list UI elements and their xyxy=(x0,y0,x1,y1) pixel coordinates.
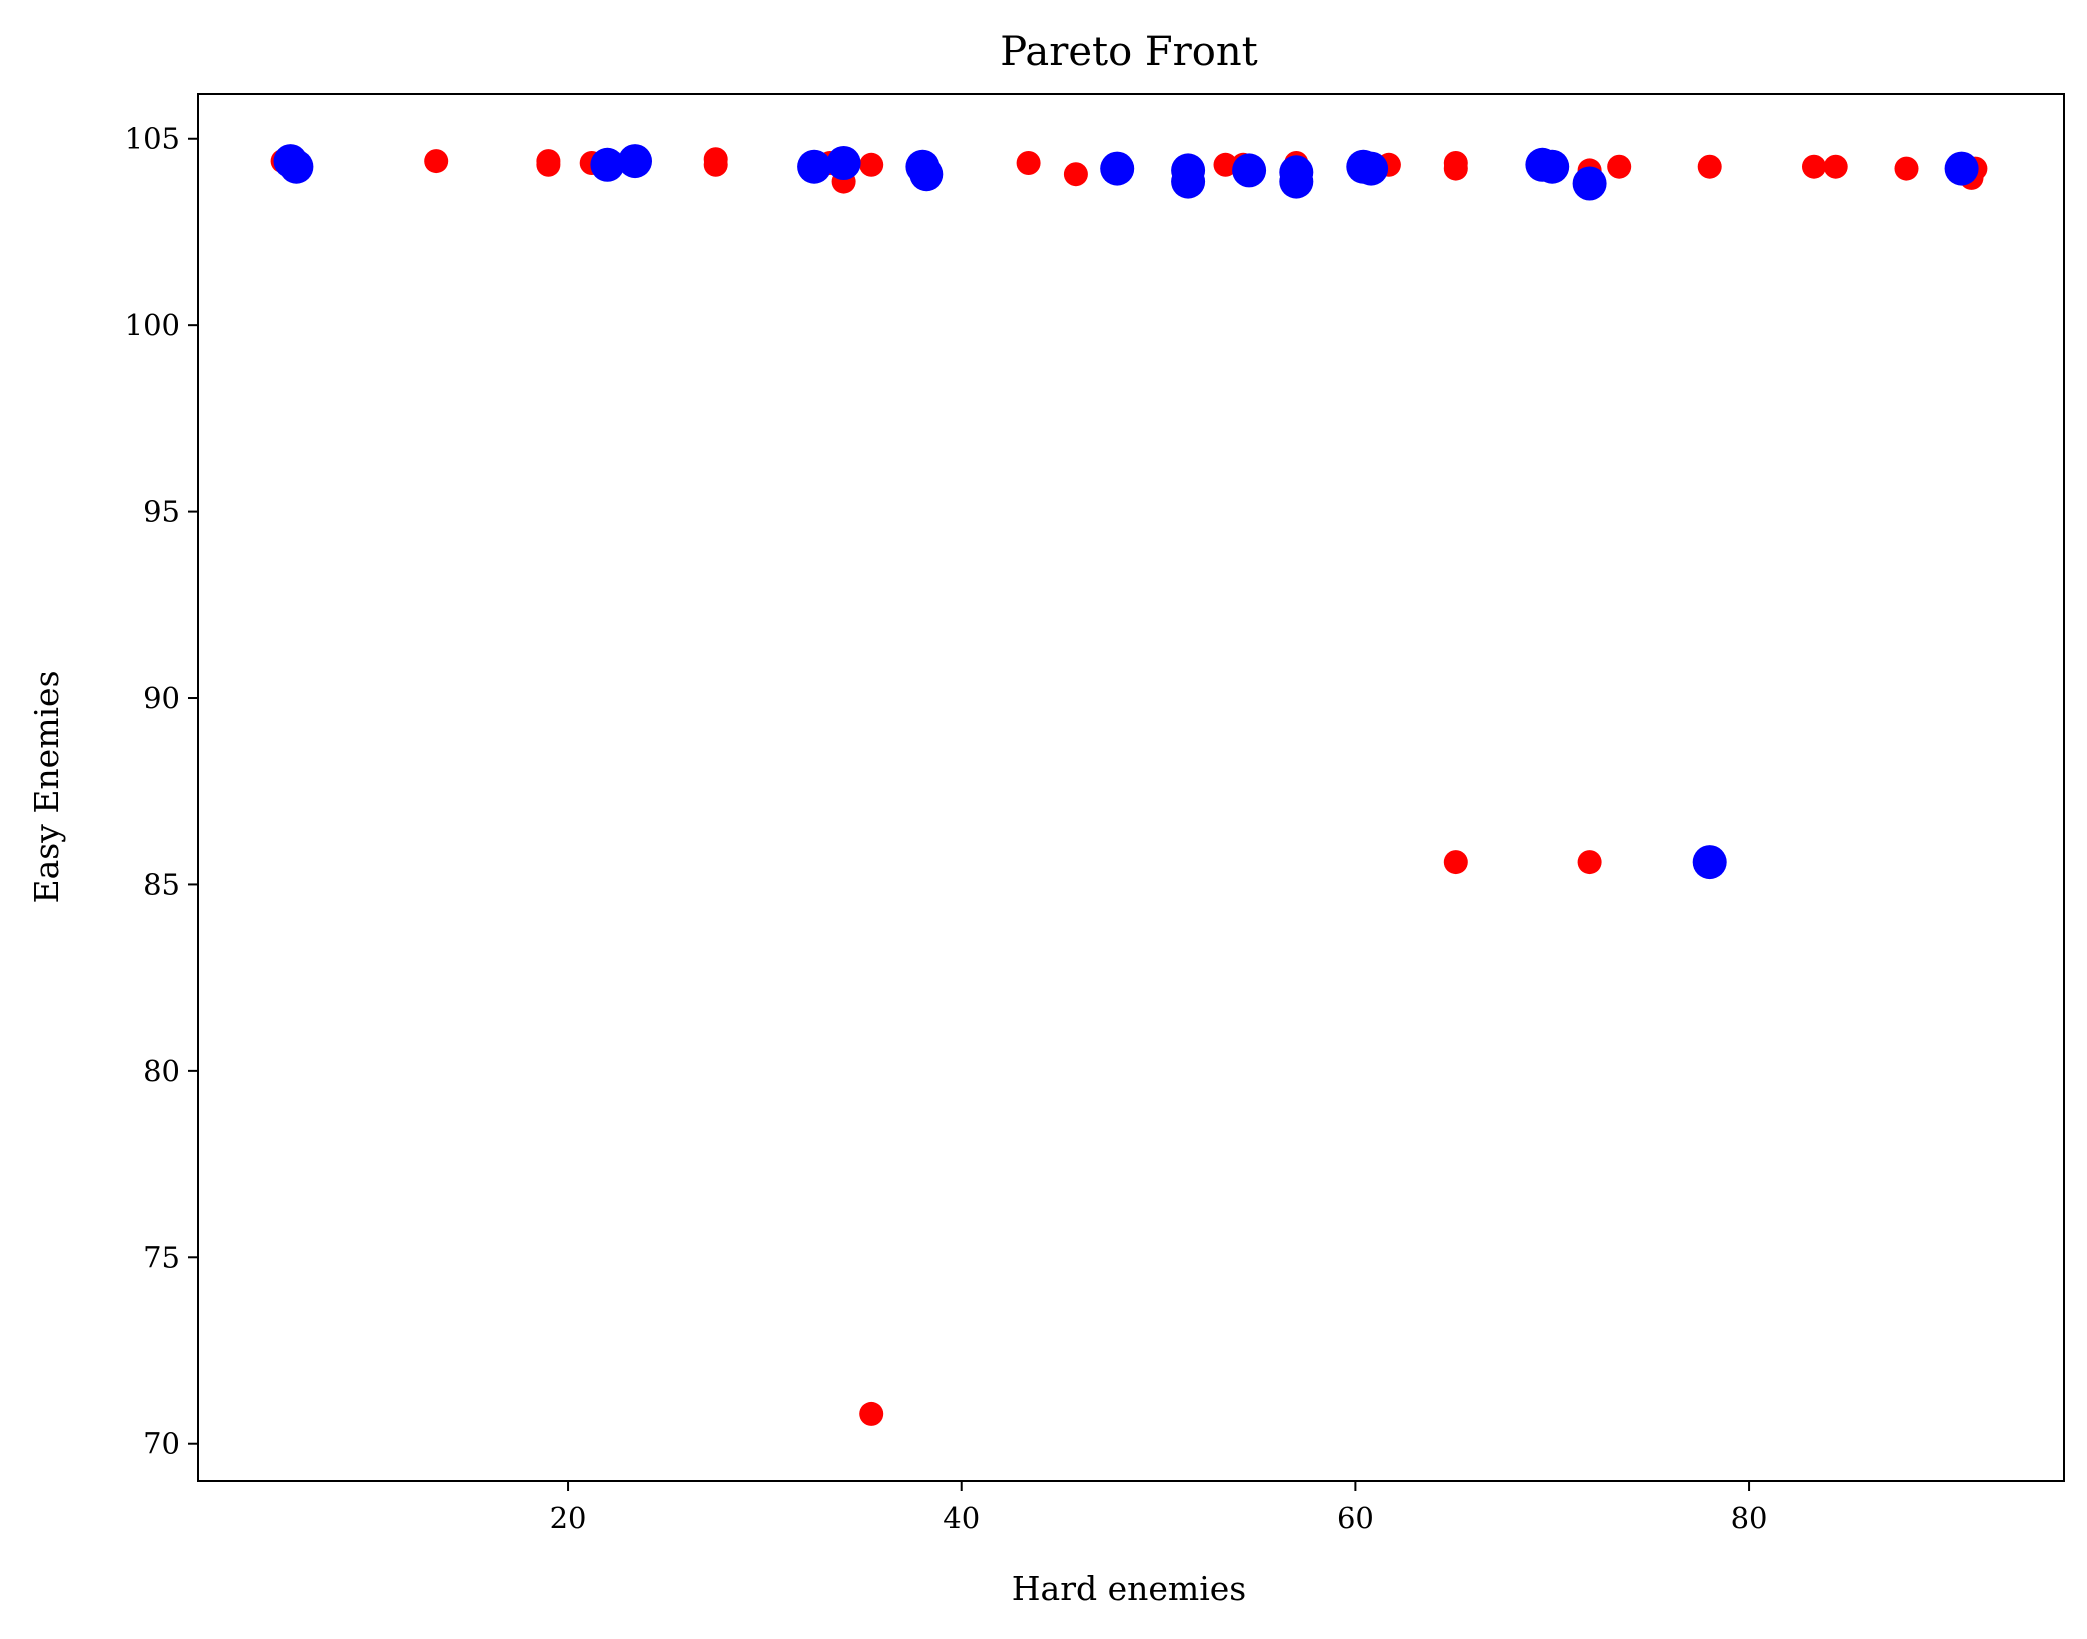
scatter-point-s1-11 xyxy=(1232,153,1267,188)
scatter-point-s1-8 xyxy=(1100,151,1135,186)
scatter-point-s0-14 xyxy=(1063,162,1088,187)
scatter-point-s0-13 xyxy=(1016,151,1041,175)
chart-title: Pareto Front xyxy=(1000,29,1257,75)
scatter-point-s0-28 xyxy=(1894,156,1919,181)
x-tick-label: 80 xyxy=(1731,1501,1768,1535)
x-axis-label: Hard enemies xyxy=(1012,1569,1246,1608)
scatter-point-s1-17 xyxy=(1535,149,1570,184)
scatter-point-s0-4 xyxy=(536,152,561,177)
scatter-point-s1-10 xyxy=(1171,164,1206,199)
scatter-points xyxy=(270,144,1988,1426)
scatter-point-s1-15 xyxy=(1354,151,1389,186)
x-tick-label: 20 xyxy=(550,1501,587,1535)
scatter-point-s1-1 xyxy=(279,149,314,184)
y-tick-label: 75 xyxy=(143,1240,180,1274)
scatter-point-s0-2 xyxy=(424,149,449,174)
scatter-point-s0-24 xyxy=(1607,154,1632,179)
scatter-point-s1-3 xyxy=(618,144,652,179)
scatter-point-s0-20 xyxy=(1443,156,1468,181)
y-axis-ticks: 70 75 80 85 90 95 100 105 xyxy=(125,122,198,1461)
scatter-point-s1-18 xyxy=(1572,166,1607,201)
scatter-point-s0-27 xyxy=(1823,154,1848,179)
scatter-point-s1-19 xyxy=(1692,845,1727,880)
y-tick-label: 95 xyxy=(143,495,180,529)
scatter-point-s0-23 xyxy=(1577,850,1602,875)
y-tick-label: 80 xyxy=(143,1054,180,1088)
x-axis-ticks: 20 40 60 80 xyxy=(550,1481,1768,1535)
scatter-point-s0-12 xyxy=(859,1401,884,1426)
scatter-point-s0-26 xyxy=(1802,154,1826,179)
y-tick-label: 105 xyxy=(125,122,180,156)
scatter-point-s1-2 xyxy=(590,147,625,182)
y-tick-label: 100 xyxy=(125,308,180,342)
x-tick-label: 60 xyxy=(1337,1501,1374,1535)
scatter-point-s0-11 xyxy=(859,152,884,177)
scatter-point-s1-13 xyxy=(1279,164,1314,199)
y-tick-label: 85 xyxy=(143,867,180,901)
y-tick-label: 90 xyxy=(143,681,180,715)
scatter-point-s0-21 xyxy=(1443,850,1468,875)
y-tick-label: 70 xyxy=(143,1427,180,1461)
scatter-point-s1-5 xyxy=(826,146,861,180)
scatter-point-s1-4 xyxy=(797,149,832,184)
scatter-point-s1-20 xyxy=(1944,151,1979,186)
x-tick-label: 40 xyxy=(943,1501,980,1535)
y-axis-label: Easy Enemies xyxy=(27,670,66,903)
plot-frame xyxy=(197,93,2065,1482)
scatter-point-s0-15 xyxy=(1213,152,1238,177)
scatter-point-s1-7 xyxy=(909,157,944,192)
scatter-point-s0-25 xyxy=(1697,154,1722,179)
scatter-point-s0-8 xyxy=(703,152,728,177)
